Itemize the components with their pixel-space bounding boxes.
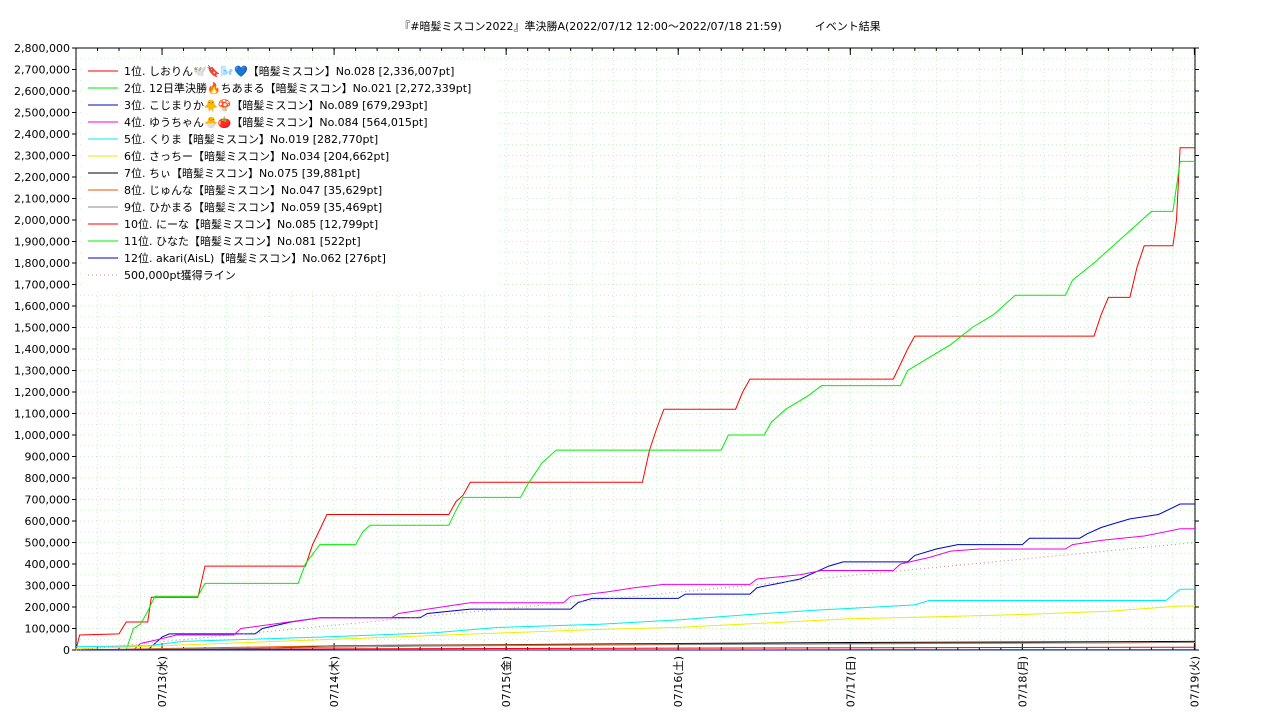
legend-label: 5位. くりま【暗髪ミスコン】No.019 [282,770pt] — [124, 132, 378, 146]
x-tick-label: 07/14(木) — [328, 656, 341, 707]
legend-label: 6位. さっちー【暗髪ミスコン】No.034 [204,662pt] — [124, 149, 389, 163]
legend-label: 500,000pt獲得ライン — [124, 269, 236, 282]
legend-label: 11位. ひなた【暗髪ミスコン】No.081 [522pt] — [124, 234, 361, 248]
series-line-2 — [76, 160, 1195, 651]
y-tick-label: 1,100,000 — [14, 408, 70, 421]
series-line-13 — [75, 542, 1196, 651]
y-tick-label: 1,300,000 — [14, 365, 70, 378]
legend-label: 10位. にーな【暗髪ミスコン】No.085 [12,799pt] — [124, 217, 378, 231]
series-line-10 — [75, 646, 1196, 651]
y-tick-label: 2,700,000 — [14, 64, 70, 77]
y-tick-label: 500,000 — [25, 537, 71, 550]
x-tick-label: 07/18(月) — [1016, 656, 1029, 707]
series-line-4 — [76, 528, 1195, 651]
y-tick-label: 2,300,000 — [14, 150, 70, 163]
legend-label: 2位. 12日準決勝🔥ちあまる【暗髪ミスコン】No.021 [2,272,339… — [124, 81, 471, 95]
y-tick-label: 1,400,000 — [14, 343, 70, 356]
y-tick-label: 200,000 — [25, 601, 71, 614]
legend-label: 3位. こじまりか🐥🍄【暗髪ミスコン】No.089 [679,293pt] — [124, 98, 428, 112]
y-tick-label: 400,000 — [25, 558, 71, 571]
legend-box — [84, 60, 500, 290]
y-tick-label: 1,600,000 — [14, 300, 70, 313]
y-tick-label: 1,200,000 — [14, 386, 70, 399]
x-tick-label: 07/17(日) — [844, 656, 857, 707]
series-line-6 — [75, 605, 1195, 650]
y-tick-label: 1,000,000 — [14, 429, 70, 442]
y-tick-label: 1,800,000 — [14, 257, 70, 270]
x-tick-label: 07/16(土) — [672, 656, 685, 707]
legend-label: 7位. ちぃ【暗髪ミスコン】No.075 [39,881pt] — [124, 166, 360, 180]
y-tick-label: 2,800,000 — [14, 42, 70, 55]
y-tick-label: 2,600,000 — [14, 85, 70, 98]
y-tick-label: 1,500,000 — [14, 322, 70, 335]
y-tick-label: 800,000 — [25, 472, 71, 485]
y-tick-label: 2,200,000 — [14, 171, 70, 184]
series-line-5 — [75, 588, 1195, 648]
x-tick-label: 07/15(金) — [499, 656, 513, 707]
legend-label: 4位. ゆうちゃん🐣🍅【暗髪ミスコン】No.084 [564,015pt] — [124, 115, 428, 129]
y-tick-label: 100,000 — [25, 623, 71, 636]
y-tick-label: 900,000 — [25, 451, 71, 464]
legend-label: 9位. ひかまる【暗髪ミスコン】No.059 [35,469pt] — [124, 200, 382, 214]
series-line-9 — [75, 641, 1196, 651]
legend-label: 12位. akari(AisL)【暗髪ミスコン】No.062 [276pt] — [124, 251, 386, 265]
y-tick-label: 2,000,000 — [14, 214, 70, 227]
chart-title: 『#暗髪ミスコン2022』準決勝A(2022/07/12 12:00～2022/… — [399, 20, 881, 33]
legend-label: 8位. じゅんな【暗髪ミスコン】No.047 [35,629pt] — [124, 183, 382, 197]
series-line-1 — [75, 147, 1195, 651]
y-tick-label: 1,700,000 — [14, 279, 70, 292]
x-tick-label: 07/19(火) — [1188, 656, 1201, 707]
y-tick-label: 700,000 — [25, 494, 71, 507]
x-tick-label: 07/13(水) — [156, 656, 169, 707]
legend-label: 1位. しおりん🕊️🔖🌬️💙【暗髪ミスコン】No.028 [2,336,007p… — [124, 64, 454, 78]
y-tick-label: 300,000 — [25, 580, 71, 593]
y-tick-label: 1,900,000 — [14, 236, 70, 249]
y-tick-label: 2,400,000 — [14, 128, 70, 141]
y-tick-label: 0 — [63, 644, 70, 657]
y-tick-label: 600,000 — [25, 515, 71, 528]
y-tick-label: 2,500,000 — [14, 107, 70, 120]
y-tick-label: 2,100,000 — [14, 193, 70, 206]
